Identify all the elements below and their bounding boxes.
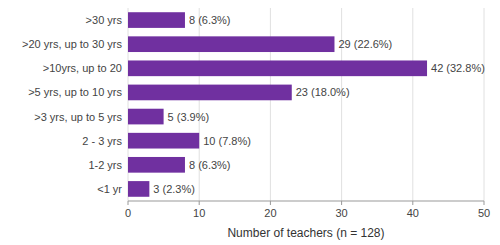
data-label: 29 (22.6%): [338, 38, 392, 50]
bar: [128, 36, 334, 52]
bar: [128, 133, 199, 149]
data-label: 3 (2.3%): [153, 183, 195, 195]
tick-label: 20: [264, 207, 276, 219]
data-label: 5 (3.9%): [168, 111, 210, 123]
tick-mark: [412, 201, 413, 205]
bar: [128, 181, 149, 197]
chart: 0 10 20 30 40 50 3 (2.3%) 8 (6.3%) 10 (7.8%) 5 (3…: [0, 0, 500, 245]
tick-mark: [270, 201, 271, 205]
grid-line: [412, 8, 413, 201]
tick-label: 40: [407, 207, 419, 219]
tick-label: 50: [478, 207, 490, 219]
tick-mark: [484, 201, 485, 205]
grid-line: [341, 8, 342, 201]
chart-container: 0 10 20 30 40 50 3 (2.3%) 8 (6.3%) 10 (7.8%) 5 (3…: [0, 0, 500, 245]
tick-mark: [128, 201, 129, 205]
grid-line: [484, 8, 485, 201]
bar: [128, 12, 185, 28]
x-axis-line: [128, 201, 484, 202]
bar: [128, 60, 427, 76]
category-label: 1-2 yrs: [88, 159, 122, 171]
category-label: <1 yr: [97, 183, 122, 195]
bars: [128, 12, 427, 197]
category-label: >20 yrs, up to 30 yrs: [22, 38, 122, 50]
category-label: 2 - 3 yrs: [82, 135, 122, 147]
x-axis-label: Number of teachers (n = 128): [227, 226, 384, 240]
tick-mark: [341, 201, 342, 205]
bar: [128, 85, 292, 101]
tick-label: 10: [193, 207, 205, 219]
tick-label: 0: [125, 207, 131, 219]
data-label: 10 (7.8%): [203, 135, 251, 147]
bar: [128, 157, 185, 173]
category-label: >3 yrs, up to 5 yrs: [34, 111, 122, 123]
grid: [128, 8, 484, 201]
bar: [128, 109, 164, 125]
data-label: 42 (32.8%): [431, 62, 485, 74]
tick-mark: [199, 201, 200, 205]
category-label: >5 yrs, up to 10 yrs: [28, 86, 122, 98]
tick-label: 30: [335, 207, 347, 219]
data-label: 8 (6.3%): [189, 159, 231, 171]
category-label: >10yrs, up to 20: [43, 62, 122, 74]
data-label: 8 (6.3%): [189, 14, 231, 26]
category-label: >30 yrs: [86, 14, 123, 26]
data-label: 23 (18.0%): [296, 86, 350, 98]
